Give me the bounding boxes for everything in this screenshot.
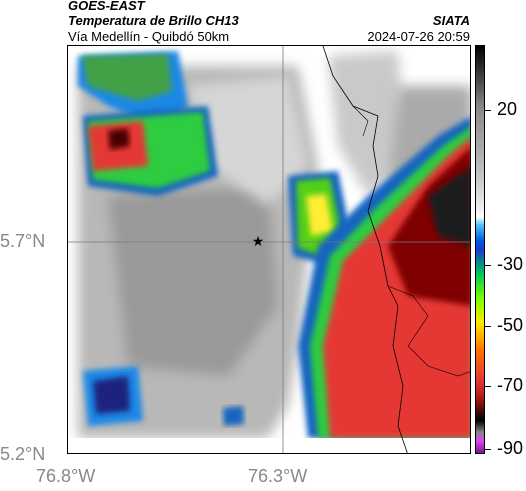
svg-text:★: ★ bbox=[252, 233, 265, 249]
colorbar-tickmark bbox=[485, 110, 491, 111]
colorbar-tickmark bbox=[485, 386, 491, 387]
colorbar-tick: 20 bbox=[497, 99, 518, 119]
colorbar-tick: -30 bbox=[497, 254, 524, 274]
datetime-label: 2024-07-26 20:59 bbox=[367, 29, 470, 44]
lon-label-76-3: 76.3°W bbox=[248, 466, 308, 486]
colorbar bbox=[475, 45, 485, 454]
lat-label-5-2: 5.2°N bbox=[0, 444, 46, 464]
map-canvas: ★ bbox=[68, 46, 470, 453]
lon-label-76-8: 76.8°W bbox=[36, 466, 96, 486]
colorbar-tickmark bbox=[485, 449, 491, 450]
satellite-title: GOES-EAST bbox=[68, 0, 145, 13]
colorbar-tick: -90 bbox=[497, 438, 524, 458]
colorbar-tick: -70 bbox=[497, 375, 524, 395]
colorbar-tick: -50 bbox=[497, 315, 524, 335]
lat-label-5-7: 5.7°N bbox=[0, 231, 46, 251]
colorbar-tickmark bbox=[485, 265, 491, 266]
colorbar-tickmark bbox=[485, 326, 491, 327]
route-subtitle: Vía Medellín - Quibdó 50km bbox=[68, 29, 230, 44]
product-title: Temperatura de Brillo CH13 bbox=[68, 13, 239, 28]
satellite-map[interactable]: ★ bbox=[67, 45, 471, 454]
source-label: SIATA bbox=[432, 13, 470, 28]
